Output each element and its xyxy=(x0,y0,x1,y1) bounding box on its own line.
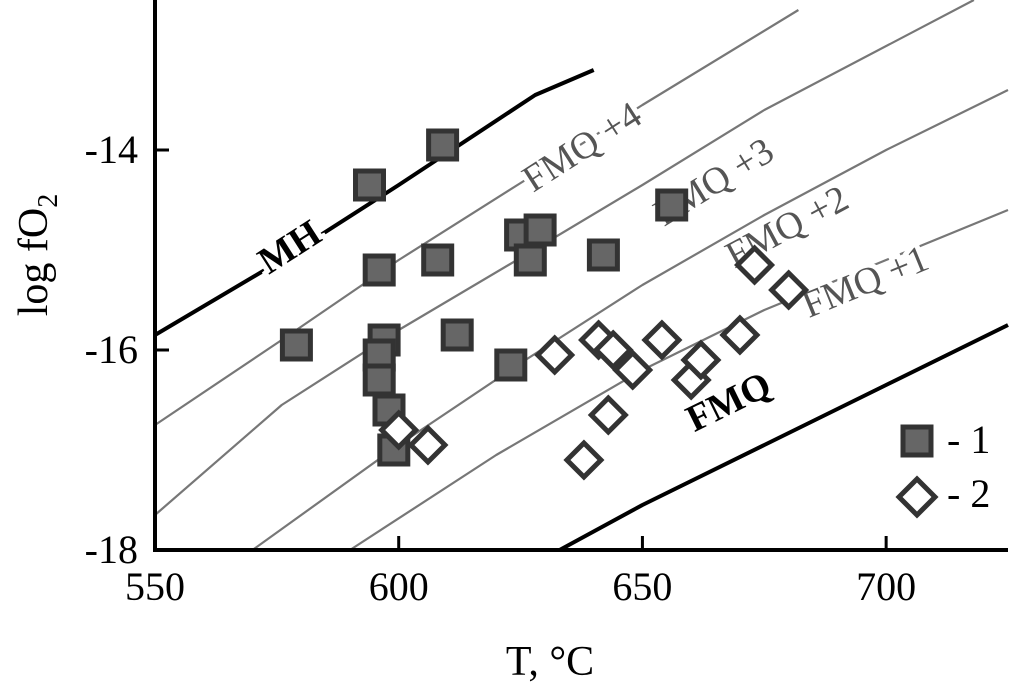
buffer-line-fmq-1 xyxy=(349,208,1009,551)
series-1-point-10 xyxy=(440,318,474,352)
series-2-point-8 xyxy=(641,319,683,361)
series-1-point-13 xyxy=(513,243,547,277)
series-2-point-6 xyxy=(592,329,634,371)
buffer-label-fmq-1: FMQ +1 xyxy=(796,237,934,326)
series-1-point-11 xyxy=(494,348,528,382)
y-tick-label--16: -16 xyxy=(85,327,138,372)
y-axis-title-subscript: 2 xyxy=(33,194,64,208)
ticks: 550 600 650 700 -18 -16 -14 xyxy=(85,127,916,609)
x-tick-label-550: 550 xyxy=(125,564,185,609)
buffer-label-fmq-4: FMQ +4 xyxy=(515,94,649,201)
series-2-point-7 xyxy=(612,349,654,391)
series-2-point-2 xyxy=(534,334,576,376)
x-tick-label-700: 700 xyxy=(856,564,916,609)
series-1-point-8 xyxy=(426,128,460,162)
series-2-point-13 xyxy=(768,269,810,311)
legend-marker-diamond xyxy=(895,475,939,519)
series-1-point-2 xyxy=(362,253,396,287)
legend: - 1 - 2 xyxy=(895,417,990,519)
y-axis-title-main: log fO xyxy=(11,208,57,317)
buffer-line-fmq-4 xyxy=(154,9,799,426)
series-2-point-10 xyxy=(680,339,722,381)
series-1-point-1 xyxy=(353,168,386,202)
series-2-point-3 xyxy=(563,439,605,481)
series-1-point-9 xyxy=(421,243,455,277)
legend-label-2: - 2 xyxy=(947,471,990,516)
y-tick-label--18: -18 xyxy=(85,527,138,572)
series-1-point-16 xyxy=(655,188,689,222)
series-2-point-5 xyxy=(587,394,629,436)
buffer-line-mh xyxy=(153,68,595,337)
legend-item-1: - 1 xyxy=(900,417,990,462)
x-tick-label-650: 650 xyxy=(612,564,672,609)
series-1-point-14 xyxy=(523,213,557,247)
series-2-point-12 xyxy=(734,244,776,286)
axes xyxy=(153,0,1008,552)
series-1-point-15 xyxy=(586,238,620,272)
series-1-point-5 xyxy=(362,363,396,397)
x-tick-label-600: 600 xyxy=(369,564,429,609)
x-axis-title: T, °C xyxy=(506,639,594,685)
buffer-line-fmq-2 xyxy=(251,89,1009,551)
legend-item-2: - 2 xyxy=(895,471,990,519)
series-2-point-1 xyxy=(407,424,449,466)
series-2-point-0 xyxy=(378,409,420,451)
y-tick-label--14: -14 xyxy=(85,127,138,172)
series-2-point-11 xyxy=(719,314,761,356)
data-points xyxy=(279,128,810,481)
legend-marker-square xyxy=(900,424,934,458)
legend-label-1: - 1 xyxy=(947,417,990,462)
series-1-point-0 xyxy=(279,328,313,362)
y-axis-title: log fO2 xyxy=(11,194,64,317)
buffer-line-fmq xyxy=(558,323,1009,552)
